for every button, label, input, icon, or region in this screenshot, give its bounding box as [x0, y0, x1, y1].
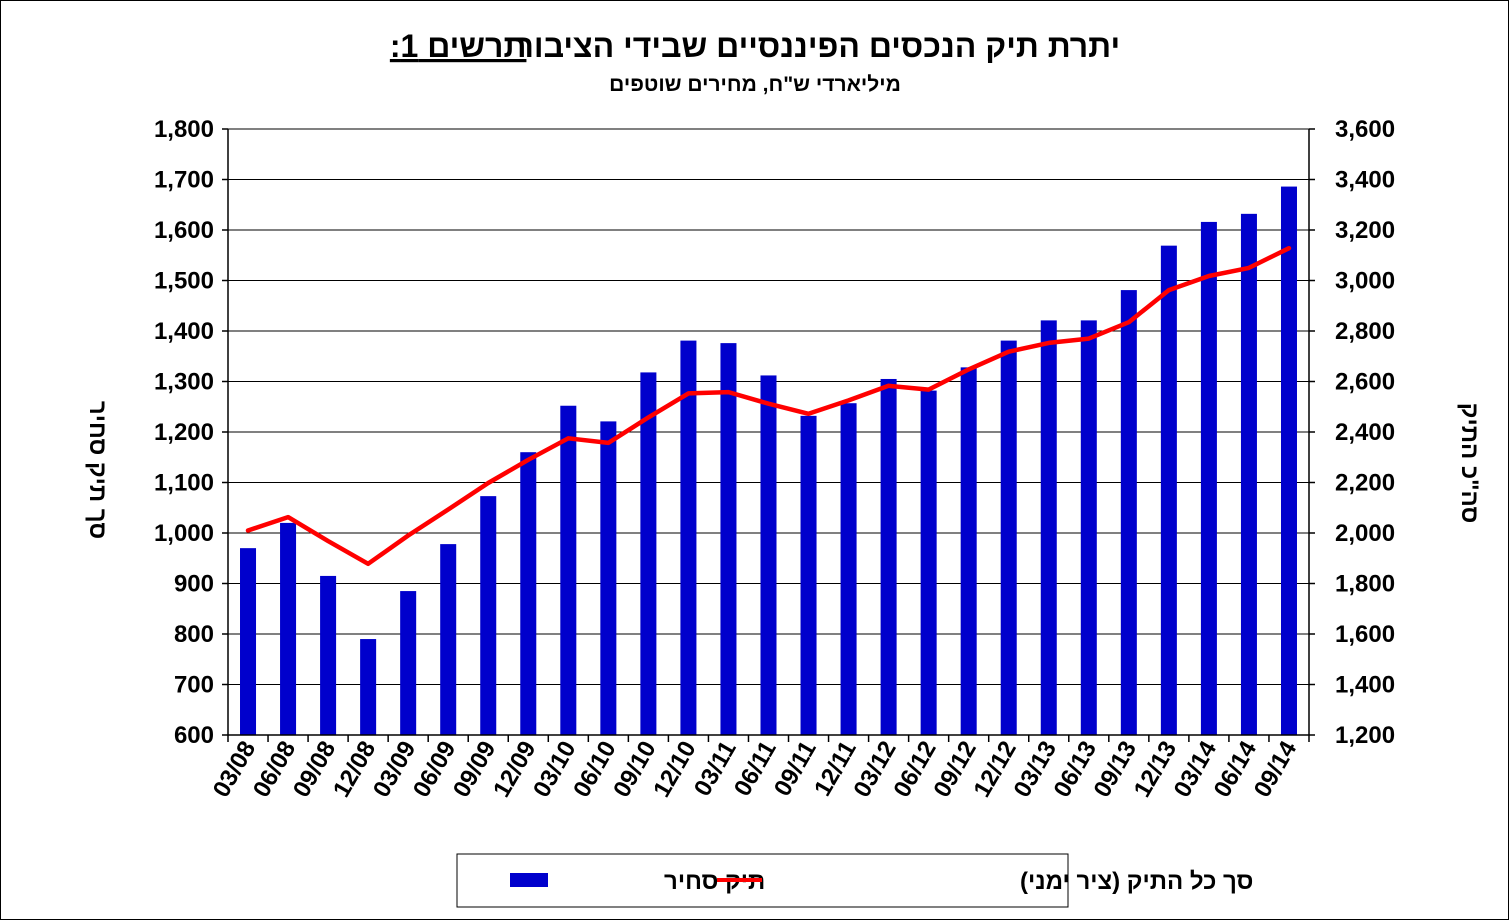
- x-axis-ticks: 03/0806/0809/0812/0803/0906/0909/0912/09…: [208, 736, 1303, 802]
- y-left-tick-label: 1,100: [154, 470, 214, 497]
- y-left-tick-label: 800: [174, 621, 214, 648]
- y-left-tick-label: 1,800: [154, 116, 214, 143]
- bar: [280, 522, 297, 735]
- chart-title: יתרת תיק הנכסים הפיננסיים שבידי הציבורתר…: [390, 28, 1120, 64]
- y-right-tick-label: 3,400: [1335, 167, 1395, 194]
- bar: [400, 591, 417, 735]
- y-left-tick-label: 1,000: [154, 520, 214, 547]
- bar: [1120, 290, 1137, 735]
- chart-title-main: יתרת תיק הנכסים הפיננסיים שבידי הציבור: [515, 28, 1120, 64]
- bar: [560, 405, 577, 735]
- bar: [600, 421, 617, 735]
- chart-title-prefix: תרשים 1:: [390, 28, 527, 64]
- y-left-tick-label: 1,200: [154, 419, 214, 446]
- y-right-tick-label: 1,800: [1335, 571, 1395, 598]
- y-right-tick-label: 2,000: [1335, 520, 1395, 547]
- bar: [1160, 245, 1177, 735]
- y-left-tick-label: 1,700: [154, 167, 214, 194]
- bar: [840, 403, 857, 735]
- y-right-tick-label: 1,400: [1335, 672, 1395, 699]
- bar: [1040, 320, 1057, 735]
- y-right-tick-label: 3,000: [1335, 268, 1395, 295]
- left-axis-ticks: 600 700 800 900 1,000 1,100 1,200 1,300 1,400 1,5…: [154, 116, 214, 749]
- bar: [1080, 320, 1097, 735]
- legend-box: [456, 853, 1069, 908]
- y-left-tick-label: 900: [174, 571, 214, 598]
- bar: [480, 496, 497, 735]
- bar: [1240, 213, 1257, 736]
- y-left-tick-label: 700: [174, 672, 214, 699]
- bar: [680, 340, 697, 735]
- axes: [222, 128, 1315, 742]
- bar: [640, 372, 657, 735]
- legend-line-label: סך כל התיק (ציר ימני): [1020, 868, 1253, 895]
- right-axis-ticks: 1,200 1,400 1,600 1,800 2,000 2,200 2,400 2,600…: [1335, 116, 1395, 749]
- y-right-tick-label: 2,600: [1335, 369, 1395, 396]
- y-right-tick-label: 2,800: [1335, 318, 1395, 345]
- y-left-tick-label: 600: [174, 722, 214, 749]
- y-right-tick-label: 2,400: [1335, 419, 1395, 446]
- bar: [720, 343, 737, 735]
- bar: [1280, 186, 1297, 735]
- x-tick-label: 09/14: [1249, 736, 1303, 802]
- bar: [920, 390, 937, 735]
- line-series: [245, 245, 1292, 567]
- y-right-tick-label: 1,200: [1335, 722, 1395, 749]
- bar: [520, 452, 537, 735]
- bar: [800, 415, 817, 735]
- y-right-tick-label: 3,600: [1335, 116, 1395, 143]
- x-tick-label: 12/10: [648, 737, 701, 803]
- bar: [360, 639, 377, 735]
- chart-subtitle: מיליארדי ש"ח, מחירים שוטפים: [609, 73, 901, 96]
- y-left-tick-label: 1,500: [154, 268, 214, 295]
- bar: [440, 544, 457, 735]
- bar: [240, 548, 257, 735]
- bar: [320, 575, 337, 735]
- bar: [1000, 340, 1017, 735]
- legend: תיק סחיר סך כל התיק (ציר ימני): [456, 853, 1253, 908]
- y-right-tick-label: 1,600: [1335, 621, 1395, 648]
- y-left-axis-title: סך תיק סחיר: [84, 401, 111, 539]
- bar: [960, 367, 977, 735]
- y-left-tick-label: 1,300: [154, 369, 214, 396]
- legend-bar-swatch: [510, 873, 548, 887]
- y-right-tick-label: 2,200: [1335, 470, 1395, 497]
- y-right-tick-label: 3,200: [1335, 217, 1395, 244]
- bar-series: [240, 186, 1297, 736]
- bar: [880, 378, 897, 735]
- y-left-tick-label: 1,400: [154, 318, 214, 345]
- y-right-axis-title: סה"כ התיק: [1456, 403, 1483, 523]
- y-left-tick-label: 1,600: [154, 217, 214, 244]
- bar: [760, 375, 777, 735]
- bar: [1200, 221, 1217, 736]
